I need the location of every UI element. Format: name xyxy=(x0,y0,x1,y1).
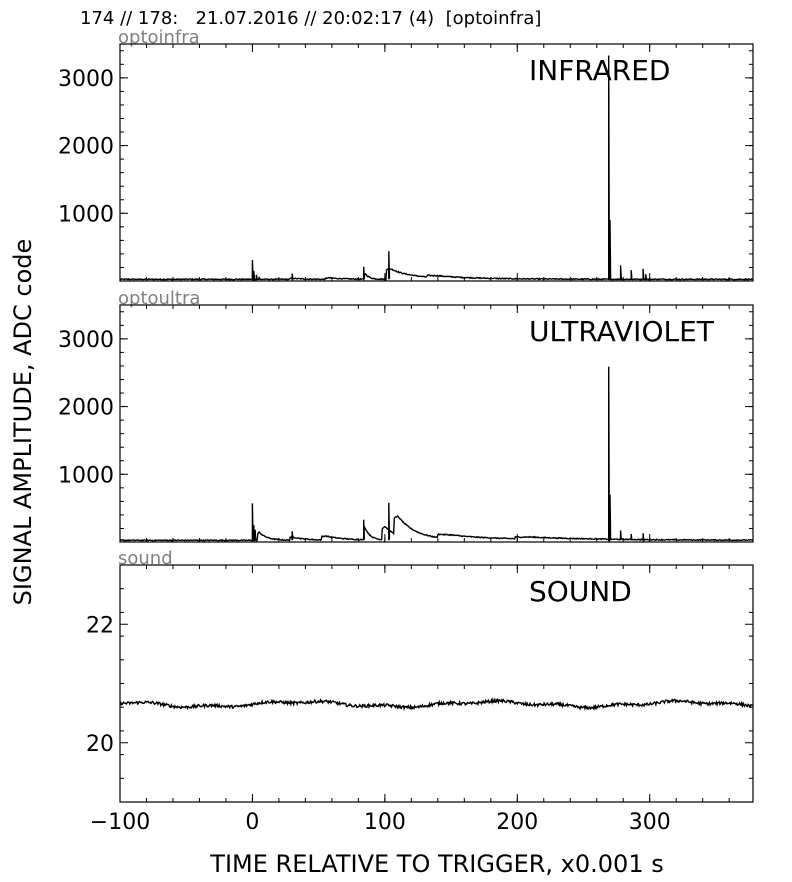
panel-frame xyxy=(119,43,754,282)
plot-header: 174 // 178: 21.07.2016 // 20:02:17 (4) [… xyxy=(80,8,542,29)
y-tick-label: 3000 xyxy=(58,67,114,92)
channel-label: optoinfra xyxy=(118,27,200,48)
series-line-optoultra xyxy=(119,366,754,543)
y-tick-label: 22 xyxy=(86,613,114,638)
y-tick-label: 20 xyxy=(86,732,114,757)
x-tick-label: 100 xyxy=(364,810,406,835)
series-line-optoinfra xyxy=(119,55,754,282)
x-axis-label: TIME RELATIVE TO TRIGGER, x0.001 s xyxy=(209,850,663,878)
panel-frame xyxy=(119,304,754,543)
panel-title: ULTRAVIOLET xyxy=(529,315,715,348)
x-tick-label: 300 xyxy=(629,810,671,835)
panel-optoultra: optoultra 1000 2000 3000 ULTRAVIOLET xyxy=(58,288,754,543)
x-tick-label: −100 xyxy=(90,810,150,835)
channel-label: optoultra xyxy=(118,288,200,309)
y-tick-label: 3000 xyxy=(58,328,114,353)
x-tick-label: 0 xyxy=(245,810,259,835)
y-tick-label: 1000 xyxy=(58,463,114,488)
panel-title: SOUND xyxy=(529,575,632,608)
x-tick-label: 200 xyxy=(496,810,538,835)
panel-frame xyxy=(119,564,754,803)
panel-title: INFRARED xyxy=(529,54,671,87)
y-tick-label: 1000 xyxy=(58,202,114,227)
y-tick-label: 2000 xyxy=(58,396,114,421)
y-tick-label: 2000 xyxy=(58,135,114,160)
panel-sound: sound 20 22 SOUND xyxy=(86,548,754,803)
panel-optoinfra: optoinfra 1000 2000 3000 INFRARED xyxy=(58,27,754,282)
series-line-sound xyxy=(119,697,753,712)
channel-label: sound xyxy=(118,548,173,569)
y-axis-label: SIGNAL AMPLITUDE, ADC code xyxy=(9,239,37,606)
